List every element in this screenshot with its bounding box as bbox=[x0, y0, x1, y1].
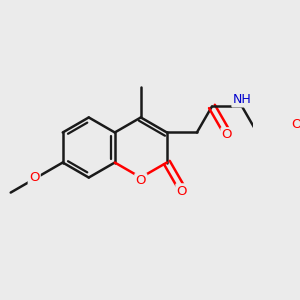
Text: O: O bbox=[136, 174, 146, 188]
Text: NH: NH bbox=[232, 93, 251, 106]
Text: O: O bbox=[177, 184, 187, 198]
Text: O: O bbox=[29, 171, 40, 184]
Text: O: O bbox=[291, 118, 300, 131]
Text: O: O bbox=[222, 128, 232, 142]
